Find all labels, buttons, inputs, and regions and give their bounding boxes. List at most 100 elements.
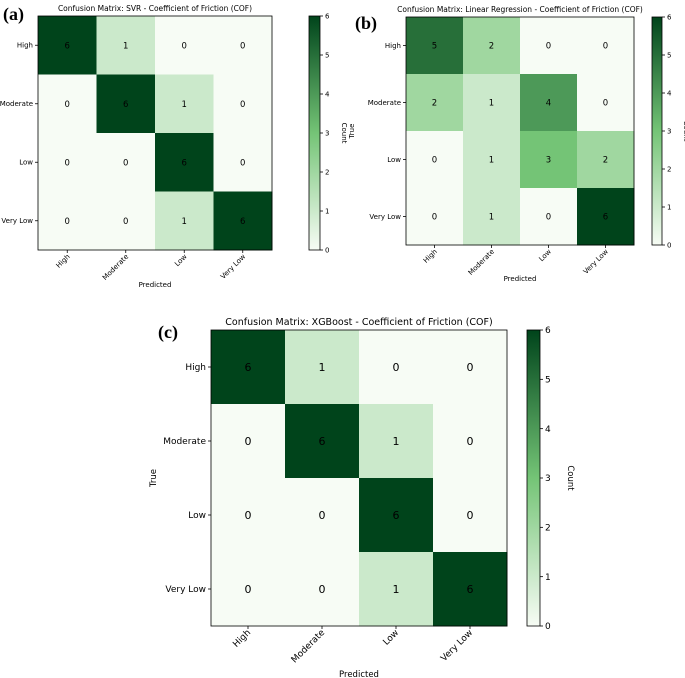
heatmap-cell: [520, 188, 578, 246]
colorbar-tick-label: 1: [325, 207, 329, 215]
heatmap-cell: [433, 478, 508, 553]
heatmap-cell: [406, 131, 464, 189]
cell-value-label: 4: [546, 99, 551, 109]
y-tick-label: Moderate: [368, 99, 401, 107]
x-tick-label: High: [55, 253, 72, 270]
x-tick-label: Low: [173, 253, 189, 269]
cell-value-label: 2: [489, 42, 494, 52]
heatmap-cell: [155, 191, 214, 251]
cell-value-label: 0: [245, 435, 252, 448]
heatmap-cell: [577, 74, 635, 132]
heatmap-cell: [211, 478, 286, 553]
cell-value-label: 0: [182, 41, 187, 51]
heatmap-cell: [463, 17, 521, 75]
cell-value-label: 0: [319, 509, 326, 522]
cell-value-label: 6: [65, 41, 70, 51]
heatmap-cell: [213, 16, 273, 75]
x-tick-label: Low: [382, 628, 402, 648]
colorbar-tick-label: 4: [545, 425, 551, 435]
heatmap-cell: [155, 133, 214, 192]
heatmap-cell: [96, 16, 156, 75]
colorbar-tick-label: 6: [667, 13, 672, 21]
heatmap-cell: [96, 191, 156, 251]
cell-value-label: 0: [319, 583, 326, 596]
cell-value-label: 0: [123, 158, 128, 168]
y-axis-label: True: [348, 124, 356, 140]
x-tick-label: Moderate: [290, 628, 328, 666]
chart-title: Confusion Matrix: XGBoost - Coefficient …: [225, 317, 492, 328]
cell-value-label: 5: [432, 42, 437, 52]
cell-value-label: 1: [319, 361, 326, 374]
heatmap-cell: [577, 188, 635, 246]
x-tick-label: Very Low: [439, 628, 475, 664]
cell-value-label: 0: [65, 100, 70, 110]
cell-value-label: 1: [393, 435, 400, 448]
panel-label: (a): [3, 4, 24, 25]
cell-value-label: 2: [603, 156, 608, 166]
heatmap-cell: [520, 131, 578, 189]
colorbar-tick-label: 1: [667, 203, 671, 211]
heatmap-cell: [38, 133, 97, 192]
cell-value-label: 6: [240, 217, 245, 227]
y-tick-label: Very Low: [1, 217, 33, 225]
cell-value-label: 6: [603, 213, 608, 223]
y-tick-label: High: [17, 42, 33, 50]
panel-label: (b): [355, 13, 377, 34]
cell-value-label: 0: [546, 213, 551, 223]
cell-value-label: 0: [432, 156, 437, 166]
cell-value-label: 1: [489, 156, 494, 166]
heatmap-cell: [38, 74, 97, 134]
colorbar: [309, 16, 320, 250]
heatmap-cell: [211, 552, 286, 627]
heatmap-cell: [38, 16, 97, 75]
chart-title: Confusion Matrix: SVR - Coefficient of F…: [58, 4, 252, 13]
colorbar-tick-label: 3: [545, 474, 551, 484]
heatmap-cell: [406, 17, 464, 75]
x-axis-label: Predicted: [139, 281, 172, 289]
y-tick-label: High: [185, 363, 206, 373]
cell-value-label: 0: [393, 361, 400, 374]
cell-value-label: 0: [245, 509, 252, 522]
x-tick-label: Moderate: [467, 248, 496, 277]
colorbar-tick-label: 5: [325, 51, 329, 59]
heatmap-cell: [463, 131, 521, 189]
heatmap-cell: [211, 404, 286, 479]
colorbar-tick-label: 0: [545, 622, 551, 632]
colorbar-tick-label: 3: [325, 129, 329, 137]
y-tick-label: Low: [188, 511, 206, 521]
heatmap-cell: [406, 188, 464, 246]
cell-value-label: 1: [182, 100, 187, 110]
heatmap-cell: [463, 188, 521, 246]
colorbar-tick-label: 5: [545, 375, 551, 385]
colorbar-tick-label: 5: [667, 51, 671, 59]
cell-value-label: 0: [603, 99, 608, 109]
confusion-matrix-panel-2: (b) Confusion Matrix: Linear Regression -…: [348, 5, 685, 283]
plot-frame: [405, 16, 635, 246]
heatmap-cell: [285, 478, 360, 553]
cell-value-label: 6: [319, 435, 326, 448]
cell-value-label: 6: [393, 509, 400, 522]
colorbar-label: Count: [340, 123, 348, 144]
heatmap-cell: [96, 133, 156, 192]
cell-value-label: 0: [546, 42, 551, 52]
colorbar-tick-label: 2: [667, 165, 671, 173]
x-axis-label: Predicted: [504, 275, 537, 283]
cell-value-label: 1: [123, 41, 128, 51]
cell-value-label: 6: [467, 583, 474, 596]
colorbar-tick-label: 6: [325, 12, 330, 20]
heatmap-cell: [406, 74, 464, 132]
cell-value-label: 0: [240, 41, 245, 51]
x-tick-label: High: [231, 628, 253, 650]
x-axis-label: Predicted: [339, 670, 379, 678]
heatmap-cell: [285, 404, 360, 479]
x-tick-label: Very Low: [219, 253, 247, 281]
cell-value-label: 0: [467, 435, 474, 448]
cell-value-label: 6: [182, 158, 187, 168]
plot-frame: [37, 15, 273, 251]
heatmap-cell: [463, 74, 521, 132]
heatmap-cell: [359, 404, 434, 479]
cell-value-label: 1: [489, 99, 494, 109]
cell-value-label: 1: [393, 583, 400, 596]
heatmap-cell: [433, 330, 508, 405]
heatmap-cell: [433, 404, 508, 479]
